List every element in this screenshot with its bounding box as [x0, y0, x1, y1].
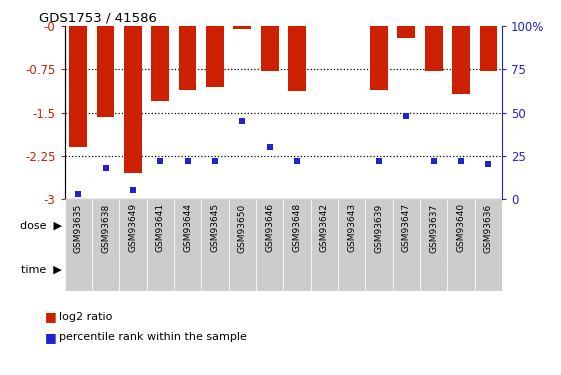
- Text: dose  ▶: dose ▶: [20, 221, 62, 231]
- Bar: [174, 199, 201, 291]
- Bar: [365, 199, 393, 291]
- Text: ■: ■: [45, 331, 57, 344]
- Text: GSM93640: GSM93640: [457, 203, 466, 252]
- Bar: [70, 26, 87, 147]
- Text: 0 h: 0 h: [98, 264, 114, 274]
- Text: GSM93642: GSM93642: [320, 203, 329, 252]
- Bar: [201, 253, 256, 285]
- Text: log2 ratio: log2 ratio: [59, 312, 112, 322]
- Text: 24 h: 24 h: [477, 264, 500, 274]
- Bar: [146, 253, 201, 285]
- Text: 1 ug per ml: 1 ug per ml: [376, 221, 436, 231]
- Text: GSM93639: GSM93639: [375, 203, 384, 253]
- Text: GSM93649: GSM93649: [128, 203, 137, 252]
- Bar: [65, 199, 92, 291]
- Bar: [475, 253, 502, 285]
- Text: GSM93650: GSM93650: [238, 203, 247, 253]
- Bar: [365, 253, 420, 285]
- Text: GSM93647: GSM93647: [402, 203, 411, 252]
- Text: GSM93635: GSM93635: [73, 203, 82, 253]
- Bar: [420, 199, 448, 291]
- Bar: [283, 199, 311, 291]
- Bar: [233, 26, 251, 28]
- Text: 0.5 h: 0.5 h: [325, 264, 351, 274]
- Text: GSM93638: GSM93638: [101, 203, 110, 253]
- Bar: [92, 199, 119, 291]
- Text: time  ▶: time ▶: [21, 264, 62, 274]
- Bar: [65, 253, 146, 285]
- Text: control: control: [142, 221, 178, 231]
- Bar: [338, 199, 365, 291]
- Bar: [146, 199, 174, 291]
- Bar: [256, 253, 283, 285]
- Bar: [420, 253, 475, 285]
- Text: ■: ■: [45, 310, 57, 323]
- Text: 2 h: 2 h: [261, 264, 278, 274]
- Text: GDS1753 / 41586: GDS1753 / 41586: [39, 11, 157, 24]
- Bar: [448, 199, 475, 291]
- Text: 12 h: 12 h: [436, 264, 459, 274]
- Bar: [179, 26, 196, 90]
- Bar: [201, 199, 229, 291]
- Bar: [288, 26, 306, 91]
- Bar: [124, 26, 142, 173]
- Bar: [425, 26, 443, 71]
- Bar: [151, 26, 169, 101]
- Bar: [206, 26, 224, 87]
- Text: 12 h: 12 h: [162, 264, 186, 274]
- Bar: [65, 210, 256, 242]
- Text: 24 h: 24 h: [217, 264, 240, 274]
- Bar: [311, 210, 502, 242]
- Bar: [311, 199, 338, 291]
- Text: GSM93643: GSM93643: [347, 203, 356, 252]
- Bar: [256, 199, 283, 291]
- Bar: [96, 26, 114, 117]
- Text: 2 h: 2 h: [384, 264, 401, 274]
- Bar: [283, 253, 311, 285]
- Bar: [452, 26, 470, 94]
- Bar: [229, 199, 256, 291]
- Bar: [119, 199, 146, 291]
- Text: GSM93637: GSM93637: [429, 203, 438, 253]
- Bar: [480, 26, 497, 71]
- Text: GSM93646: GSM93646: [265, 203, 274, 252]
- Text: GSM93648: GSM93648: [292, 203, 301, 252]
- Text: GSM93645: GSM93645: [210, 203, 219, 252]
- Text: GSM93644: GSM93644: [183, 203, 192, 252]
- Bar: [398, 26, 415, 38]
- Bar: [370, 26, 388, 90]
- Text: percentile rank within the sample: percentile rank within the sample: [59, 333, 247, 342]
- Bar: [311, 253, 365, 285]
- Bar: [256, 210, 311, 242]
- Bar: [393, 199, 420, 291]
- Text: 12 h: 12 h: [286, 264, 309, 274]
- Text: GSM93636: GSM93636: [484, 203, 493, 253]
- Text: GSM93641: GSM93641: [156, 203, 165, 252]
- Text: 100 ng per
ml: 100 ng per ml: [255, 215, 312, 237]
- Bar: [475, 199, 502, 291]
- Bar: [261, 26, 278, 71]
